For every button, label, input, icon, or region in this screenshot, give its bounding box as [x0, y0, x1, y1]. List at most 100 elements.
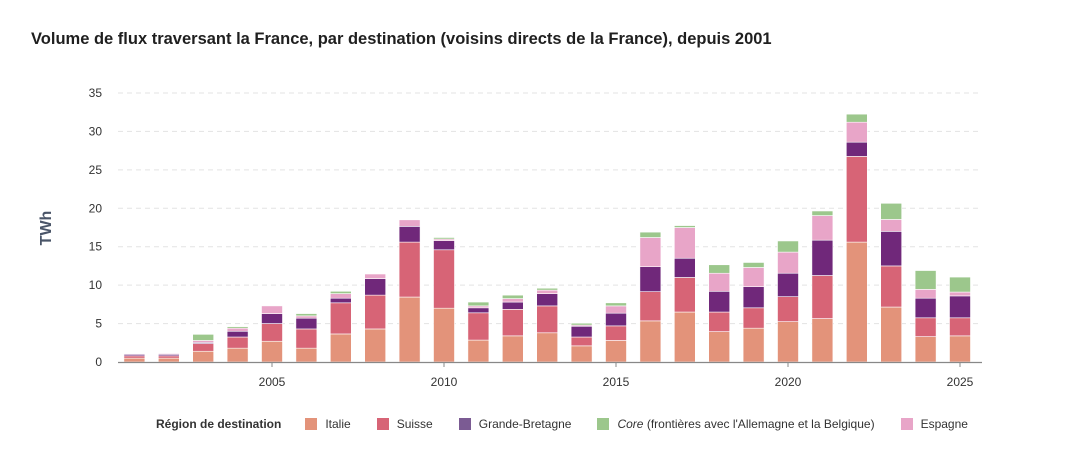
y-tick-label: 0 — [95, 355, 102, 369]
bar-segment-core-2019 — [742, 262, 765, 268]
bar-segment-suisse-2006 — [295, 328, 318, 349]
bar-segment-suisse-2005 — [261, 323, 283, 342]
bar-segment-suisse-2010 — [433, 249, 455, 309]
y-tick-label: 20 — [89, 201, 103, 215]
bar-segment-espagne-2017 — [673, 227, 696, 259]
bar-segment-suisse-2020 — [777, 296, 799, 322]
legend-item-espagne[interactable]: Espagne — [900, 417, 968, 431]
bar-segment-italie-2022 — [845, 241, 868, 363]
bar-segment-espagne-2022 — [845, 121, 868, 143]
x-tick-label: 2005 — [259, 375, 286, 389]
y-tick-label: 30 — [89, 124, 103, 138]
bar-segment-espagne-2016 — [639, 237, 662, 267]
legend-item-italie[interactable]: Italie — [305, 417, 351, 431]
bar-segment-espagne-2012 — [501, 298, 524, 303]
bar-segment-suisse-2008 — [364, 294, 387, 330]
bar-segment-grande-bretagne-2008 — [364, 278, 387, 296]
bar-segment-grande-bretagne-2019 — [742, 286, 765, 309]
bar-segment-grande-bretagne-2017 — [673, 257, 696, 278]
bar-segment-suisse-2023 — [880, 265, 903, 308]
y-tick-label: 15 — [89, 240, 103, 254]
legend-swatch — [376, 418, 389, 430]
bar-segment-italie-2014 — [570, 345, 593, 363]
legend: Région de destination Italie Suisse Gran… — [156, 417, 994, 431]
bar-segment-italie-2005 — [261, 340, 283, 363]
y-tick-label: 10 — [89, 278, 103, 292]
bar-segment-italie-2008 — [364, 328, 387, 363]
bar-segment-espagne-2013 — [536, 289, 559, 294]
bar-segment-suisse-2013 — [536, 305, 559, 334]
bar-segment-grande-bretagne-2009 — [398, 226, 421, 243]
bar-segment-italie-2011 — [467, 339, 490, 363]
legend-swatch — [900, 418, 913, 430]
bar-segment-italie-2001 — [123, 357, 146, 363]
bar-segment-espagne-2020 — [777, 251, 799, 274]
legend-item-suisse[interactable]: Suisse — [376, 417, 433, 431]
legend-item-grande-bretagne[interactable]: Grande-Bretagne — [458, 417, 572, 431]
bar-segment-suisse-2014 — [570, 336, 593, 347]
bar-segment-core-2018 — [708, 264, 731, 274]
bar-segment-espagne-2021 — [811, 215, 834, 241]
legend-label: Grande-Bretagne — [478, 417, 572, 431]
bar-segment-grande-bretagne-2010 — [433, 240, 455, 251]
bar-segment-core-2020 — [777, 240, 799, 253]
bar-segment-grande-bretagne-2023 — [880, 231, 903, 267]
bar-segment-grande-bretagne-2015 — [605, 312, 627, 327]
bar-segment-grande-bretagne-2014 — [570, 325, 593, 338]
bar-segment-italie-2018 — [708, 331, 731, 363]
legend-label: Espagne — [920, 417, 968, 431]
bar-segment-suisse-2019 — [742, 307, 765, 329]
bar-segment-italie-2019 — [742, 327, 765, 363]
bar-segment-suisse-2022 — [845, 156, 868, 243]
bar-segment-italie-2006 — [295, 347, 318, 363]
x-tick-label: 2010 — [431, 375, 458, 389]
bar-segment-espagne-2009 — [398, 219, 421, 227]
bar-segment-italie-2016 — [639, 320, 662, 363]
bar-segment-italie-2003 — [192, 350, 214, 363]
legend-title: Région de destination — [156, 417, 282, 431]
bar-segment-grande-bretagne-2005 — [261, 313, 283, 324]
bar-segment-espagne-2006 — [295, 315, 318, 319]
bar-segment-core-2015 — [605, 302, 627, 307]
legend-swatch — [458, 418, 471, 430]
bar-segment-core-2011 — [467, 301, 490, 307]
bar-segment-core-2007 — [329, 290, 352, 294]
bar-segment-suisse-2012 — [501, 309, 524, 337]
y-tick-label: 5 — [95, 317, 102, 331]
legend-label: Italie — [325, 417, 351, 431]
x-tick-label: 2015 — [603, 375, 630, 389]
x-tick-label: 2020 — [775, 375, 802, 389]
bar-segment-italie-2015 — [605, 340, 627, 363]
bar-segment-italie-2012 — [501, 335, 524, 363]
bar-segment-espagne-2004 — [226, 327, 249, 332]
bar-segment-espagne-2002 — [158, 353, 180, 355]
legend-label: Suisse — [396, 417, 433, 431]
bar-segment-espagne-2007 — [329, 293, 352, 299]
bar-segment-suisse-2024 — [914, 317, 937, 337]
bar-segment-grande-bretagne-2004 — [226, 330, 249, 338]
bar-segment-suisse-2011 — [467, 312, 490, 341]
bar-segment-grande-bretagne-2022 — [845, 141, 868, 157]
bar-segment-suisse-2021 — [811, 275, 834, 319]
bar-segment-core-2013 — [536, 287, 559, 291]
bar-segment-espagne-2025 — [949, 291, 971, 297]
bar-segment-suisse-2025 — [949, 317, 971, 337]
bar-segment-core-2023 — [880, 202, 903, 220]
bar-segment-grande-bretagne-2018 — [708, 290, 731, 313]
bar-segment-italie-2020 — [777, 321, 799, 363]
bar-segment-core-2004 — [226, 326, 249, 329]
x-tick-label: 2025 — [947, 375, 974, 389]
legend-swatch — [305, 418, 318, 430]
bar-segment-core-2012 — [501, 294, 524, 299]
bar-segment-suisse-2003 — [192, 343, 214, 352]
bar-segment-core-2017 — [673, 225, 696, 228]
bar-segment-italie-2009 — [398, 296, 421, 363]
bar-segment-italie-2004 — [226, 347, 249, 363]
bar-segment-italie-2017 — [673, 311, 696, 363]
bar-segment-italie-2013 — [536, 332, 559, 363]
bar-segment-suisse-2004 — [226, 336, 249, 349]
legend-item-core[interactable]: Core (frontières avec l'Allemagne et la … — [597, 417, 875, 431]
bar-segment-italie-2023 — [880, 306, 903, 363]
bar-segment-espagne-2023 — [880, 219, 903, 232]
